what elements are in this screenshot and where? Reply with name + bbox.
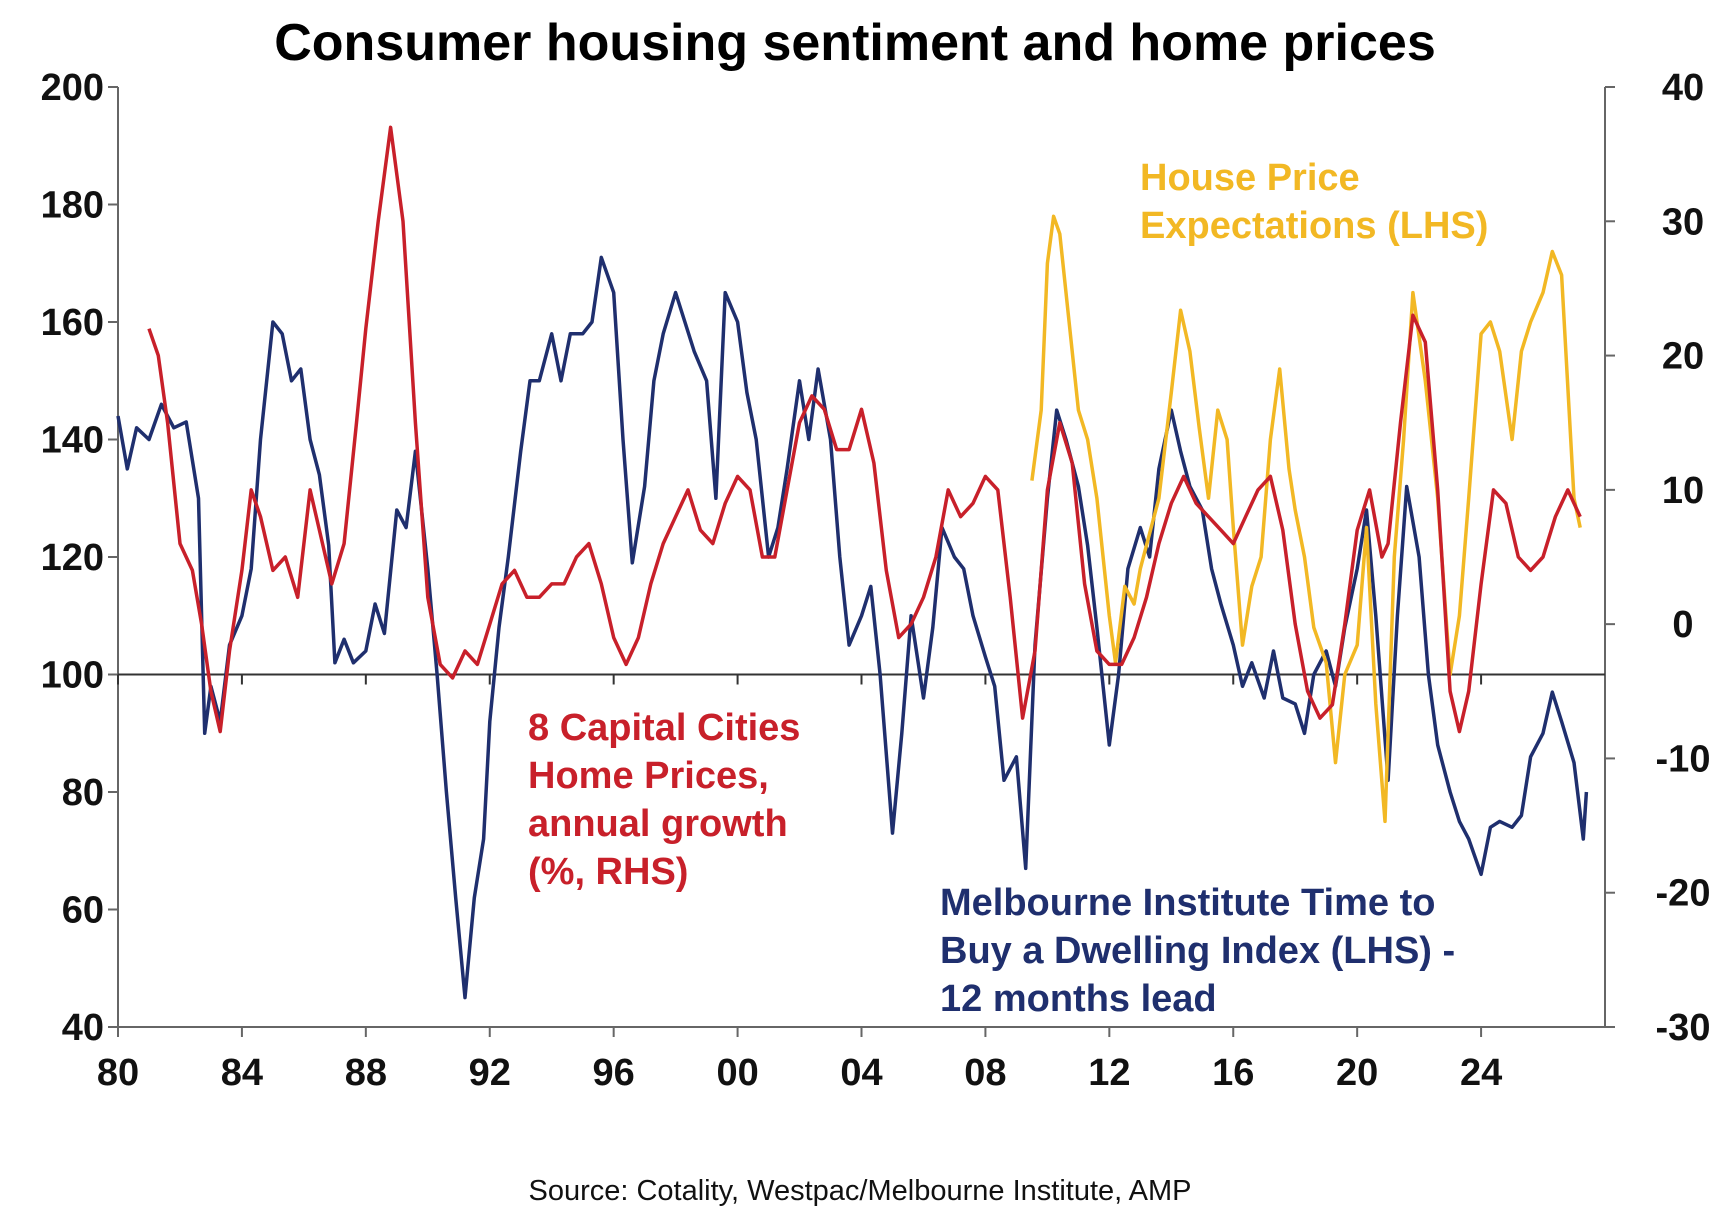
x-tick-label: 88	[345, 1052, 387, 1094]
x-tick-label: 00	[716, 1052, 758, 1094]
right-tick-label: -10	[1656, 738, 1711, 780]
x-tick-label: 08	[964, 1052, 1006, 1094]
source-note: Source: Cotality, Westpac/Melbourne Inst…	[528, 1175, 1191, 1207]
x-tick-label: 92	[469, 1052, 511, 1094]
series-label-2-line-1: Expectations (LHS)	[1140, 205, 1488, 247]
series-line-2	[1030, 214, 1582, 824]
right-tick-label: 20	[1662, 336, 1704, 378]
x-tick-label: 24	[1460, 1052, 1502, 1094]
left-tick-label: 80	[62, 772, 104, 814]
series-labels: Melbourne Institute Time to Buy a Dwellin…	[528, 157, 1488, 1020]
series-label-1-line-3: (%, RHS)	[528, 851, 688, 893]
x-tick-label: 16	[1212, 1052, 1254, 1094]
series-label-1-line-2: annual growth	[528, 803, 788, 845]
left-tick-label: 140	[41, 420, 104, 462]
chart-title: Consumer housing sentiment and home pric…	[274, 14, 1436, 72]
right-tick-label: -20	[1656, 873, 1711, 915]
left-tick-label: 60	[62, 890, 104, 932]
x-tick-label: 12	[1088, 1052, 1130, 1094]
series-label-1-line-0: 8 Capital Cities	[528, 707, 800, 749]
series-line-1	[147, 125, 1582, 734]
series-label-0-line-1: Buy a Dwelling Index (LHS) -	[940, 930, 1455, 972]
right-tick-label: 40	[1662, 67, 1704, 109]
left-tick-label: 100	[41, 655, 104, 697]
right-tick-label: 0	[1672, 604, 1693, 646]
series-lines	[116, 125, 1589, 1000]
series-label-0-line-2: 12 months lead	[940, 978, 1217, 1020]
left-tick-label: 40	[62, 1007, 104, 1049]
left-tick-label: 200	[41, 67, 104, 109]
x-tick-label: 80	[97, 1052, 139, 1094]
series-label-0-line-0: Melbourne Institute Time to	[940, 882, 1435, 924]
x-tick-label: 20	[1336, 1052, 1378, 1094]
right-tick-label: 10	[1662, 470, 1704, 512]
left-tick-label: 160	[41, 302, 104, 344]
x-tick-label: 04	[840, 1052, 882, 1094]
x-tick-label: 84	[221, 1052, 263, 1094]
axes: 200180160140120100806040403020100-10-20-…	[41, 67, 1711, 1094]
left-tick-label: 120	[41, 537, 104, 579]
series-label-2-line-0: House Price	[1140, 157, 1360, 199]
series-label-1-line-1: Home Prices,	[528, 755, 769, 797]
x-tick-label: 96	[593, 1052, 635, 1094]
right-tick-label: 30	[1662, 201, 1704, 243]
right-tick-label: -30	[1656, 1007, 1711, 1049]
left-tick-label: 180	[41, 185, 104, 227]
